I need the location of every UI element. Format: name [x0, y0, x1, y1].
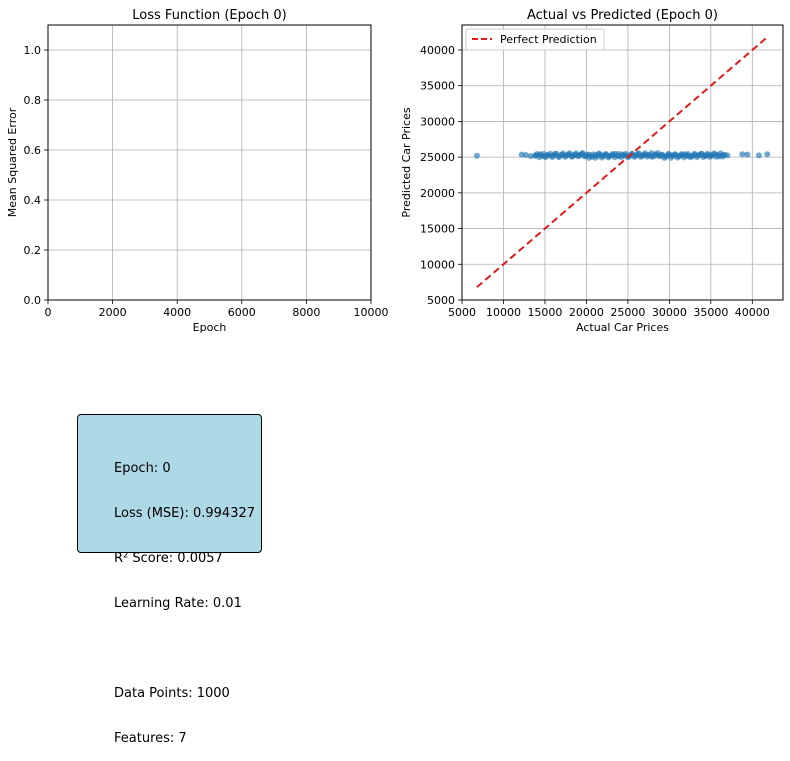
- scatter-chart-y-tick-label: 5000: [427, 294, 455, 307]
- scatter-chart-y-tick-label: 35000: [420, 80, 455, 93]
- info-r2-score: R² Score: 0.0057: [114, 551, 223, 566]
- scatter-point: [764, 151, 771, 158]
- scatter-chart-x-tick-label: 35000: [693, 306, 728, 319]
- perfect-prediction-line: [476, 36, 768, 288]
- loss-chart-x-tick-label: 4000: [163, 306, 191, 319]
- info-loss: Loss (MSE): 0.994327: [114, 506, 256, 521]
- scatter-chart-x-tick-label: 20000: [569, 306, 604, 319]
- scatter-chart-y-tick-label: 20000: [420, 187, 455, 200]
- loss-chart-title: Loss Function (Epoch 0): [132, 8, 286, 23]
- scatter-point: [522, 152, 529, 158]
- loss-chart-y-tick-label: 0.0: [24, 294, 42, 307]
- info-learning-rate: Learning Rate: 0.01: [114, 596, 242, 611]
- loss-chart-x-axis-label: Epoch: [193, 321, 227, 334]
- scatter-chart-y-tick-label: 30000: [420, 115, 455, 128]
- scatter-chart-x-tick-label: 10000: [486, 306, 521, 319]
- legend-box: [465, 28, 605, 51]
- training-info-box: [77, 414, 262, 553]
- scatter-point: [721, 151, 728, 158]
- scatter-chart-title: Actual vs Predicted (Epoch 0): [527, 8, 718, 23]
- scatter-chart-axes-frame: [461, 24, 784, 301]
- info-epoch: Epoch: 0: [114, 461, 171, 476]
- loss-chart-x-tick-label: 0: [45, 306, 52, 319]
- legend-label: Perfect Prediction: [500, 33, 597, 46]
- scatter-chart-y-tick-label: 40000: [420, 44, 455, 57]
- scatter-point: [744, 151, 751, 158]
- info-features: Features: 7: [114, 731, 187, 746]
- info-blank: [114, 641, 255, 656]
- loss-chart-x-tick-label: 2000: [99, 306, 127, 319]
- scatter-chart-x-tick-label: 25000: [610, 306, 645, 319]
- scatter-point: [473, 152, 480, 159]
- scatter-chart-x-tick-label: 30000: [652, 306, 687, 319]
- loss-chart-x-tick-label: 10000: [354, 306, 389, 319]
- loss-chart-y-axis-label: Mean Squared Error: [6, 107, 19, 217]
- scatter-chart-x-tick-label: 15000: [527, 306, 562, 319]
- info-data-points: Data Points: 1000: [114, 686, 230, 701]
- loss-chart-y-tick-label: 0.4: [24, 194, 42, 207]
- scatter-point: [739, 151, 746, 158]
- figure-canvas: 0 2000 4000 6000 8000 10000 0.0 0.2 0.4 0.6 0.8 1.0…: [6, 8, 784, 334]
- loss-chart-x-tick-label: 8000: [292, 306, 320, 319]
- loss-chart-y-tick-label: 1.0: [24, 44, 42, 57]
- training-info-text: Epoch: 0 Loss (MSE): 0.994327 R² Score: …: [114, 431, 255, 761]
- loss-chart-axes-frame: [47, 24, 372, 301]
- scatter-chart-x-axis-label: Actual Car Prices: [576, 321, 669, 334]
- scatter-chart-y-axis-label: Predicted Car Prices: [400, 107, 413, 217]
- scatter-chart-x-tick-label: 40000: [735, 306, 770, 319]
- scatter-chart-y-tick-label: 10000: [420, 258, 455, 271]
- loss-chart-y-tick-label: 0.6: [24, 144, 42, 157]
- scatter-point: [755, 152, 762, 159]
- scatter-chart-x-tick-label: 5000: [448, 306, 476, 319]
- loss-chart-y-tick-label: 0.8: [24, 94, 42, 107]
- scatter-chart-y-tick-label: 15000: [420, 223, 455, 236]
- loss-chart-x-tick-label: 6000: [228, 306, 256, 319]
- scatter-chart-y-tick-label: 25000: [420, 151, 455, 164]
- loss-chart-y-tick-label: 0.2: [24, 244, 42, 257]
